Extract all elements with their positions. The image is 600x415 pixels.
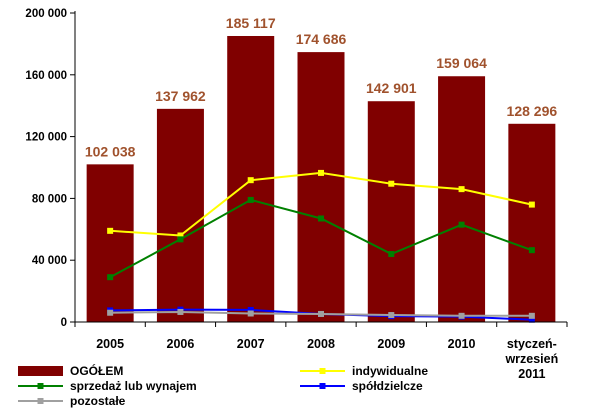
x-tick-label: wrzesień: [504, 352, 558, 366]
series-point: [528, 316, 535, 323]
series-point: [528, 312, 535, 319]
legend-label: pozostałe: [70, 394, 126, 408]
series-point: [177, 232, 184, 239]
y-tick-label: 160 000: [25, 70, 67, 82]
series-point: [107, 227, 114, 234]
series-point: [177, 236, 184, 243]
legend-swatch: [18, 366, 63, 376]
legend-label: OGÓŁEM: [70, 363, 123, 378]
bar: [86, 164, 134, 322]
bar: [156, 108, 204, 322]
series-point: [318, 215, 324, 222]
legend: OGÓŁEM indywidualne sprzedaż lub wynajem sp…: [18, 363, 428, 408]
series-point: [388, 180, 395, 187]
bar: [297, 52, 345, 322]
series-point: [458, 186, 465, 193]
series-point: [388, 251, 395, 258]
legend-marker: [319, 383, 326, 389]
y-tick-label: 80 000: [32, 193, 67, 205]
bar-data-label: 142 901: [366, 80, 417, 96]
x-tick-label: 2008: [307, 337, 335, 351]
series-point: [528, 201, 535, 208]
x-tick-label: 2009: [377, 337, 405, 351]
x-axis-labels: 2005 2006 2007 2008 2009 2010 styczeń-wrzesień…: [96, 337, 558, 381]
legend-marker: [319, 368, 326, 374]
series-point: [458, 312, 465, 319]
bar: [438, 76, 486, 322]
y-tick-label: 40 000: [32, 255, 67, 267]
y-tick-label: 0: [61, 317, 67, 329]
legend-label: sprzedaż lub wynajem: [70, 379, 197, 393]
bar: [367, 101, 415, 322]
line-series: [107, 169, 535, 323]
series-point: [177, 308, 184, 315]
series-point: [528, 247, 535, 254]
bar-data-label: 137 962: [155, 88, 206, 104]
legend-marker: [37, 398, 44, 404]
x-tick-label: 2006: [167, 337, 195, 351]
x-tick-label: 2005: [96, 337, 124, 351]
series-point: [458, 221, 465, 228]
legend-marker: [37, 383, 44, 389]
series-point: [247, 306, 254, 313]
bar: [508, 123, 556, 322]
legend-label: spółdzielcze: [352, 379, 423, 393]
bar-data-label: 185 117: [226, 15, 276, 31]
series-point: [107, 309, 114, 316]
legend-label: indywidualne: [352, 364, 428, 378]
bar-data-label: 102 038: [85, 143, 136, 159]
x-tick-label: 2010: [448, 337, 476, 351]
axes: [74, 11, 568, 327]
series-point: [107, 274, 114, 281]
series-point: [318, 169, 324, 176]
x-tick-label: styczeń-: [507, 337, 557, 351]
series-point: [247, 177, 254, 184]
y-tick-label: 200 000: [25, 8, 67, 20]
data-labels: 102 038 137 962 185 117 174 686 142 901 159 0…: [85, 15, 558, 159]
bar-data-label: 128 296: [507, 103, 558, 119]
x-tick-label: 2011: [518, 367, 545, 381]
series-point: [388, 312, 395, 319]
x-tick-label: 2007: [237, 337, 265, 351]
bar-data-label: 174 686: [296, 31, 347, 47]
series-point: [247, 196, 254, 203]
bar-data-label: 159 064: [436, 55, 487, 71]
series-point: [318, 310, 324, 317]
y-axis-ticks: 0 40 000 80 000 120 000 160 000 200 000: [25, 8, 75, 329]
series-point: [247, 310, 254, 317]
bar-series: [86, 35, 556, 323]
y-tick-label: 120 000: [25, 132, 67, 144]
